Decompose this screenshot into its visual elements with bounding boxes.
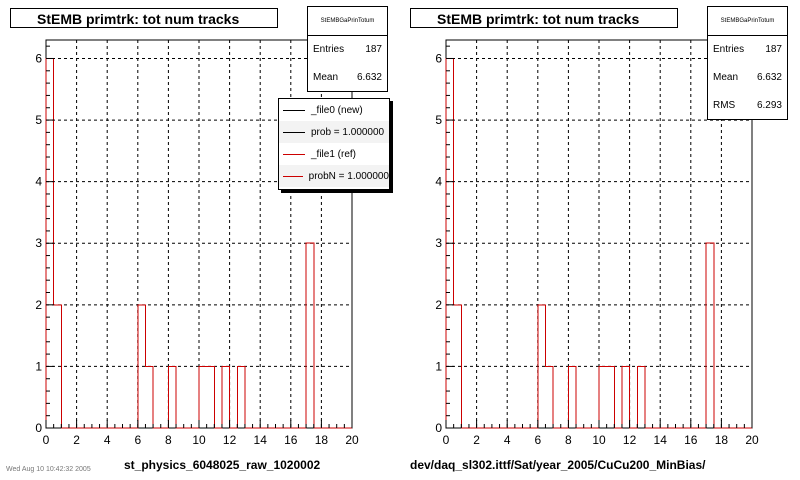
- x-tick-label: 10: [592, 433, 606, 447]
- x-tick-label: 12: [623, 433, 637, 447]
- histogram-bin: [168, 366, 176, 428]
- x-tick-label: 20: [745, 433, 759, 447]
- y-tick-label: 4: [35, 175, 42, 189]
- stats-box-left: StEMBGaPrinTotum Entries 187 Mean 6.632: [307, 6, 388, 92]
- stats-mean-value: 6.632: [756, 72, 782, 83]
- x-tick-label: 10: [192, 433, 206, 447]
- x-tick-label: 18: [315, 433, 329, 447]
- y-tick-label: 5: [435, 113, 442, 127]
- x-tick-label: 2: [73, 433, 80, 447]
- x-tick-label: 12: [223, 433, 237, 447]
- histogram-bin: [637, 366, 645, 428]
- stats-entries-label: Entries: [713, 44, 745, 55]
- y-tick-label: 3: [435, 236, 442, 250]
- stats-rms-label: RMS: [713, 100, 736, 111]
- legend-line-swatch: [283, 109, 305, 111]
- stats-entries-value: 187: [365, 44, 382, 55]
- y-tick-label: 0: [435, 421, 442, 435]
- histogram-bin: [599, 366, 607, 428]
- legend-entry: _file0 (new): [279, 99, 389, 121]
- histogram-bin: [199, 366, 207, 428]
- histogram-bin: [706, 243, 714, 428]
- histogram-bin: [145, 366, 153, 428]
- histogram-bin: [607, 366, 615, 428]
- legend-entry: prob = 1.000000: [279, 121, 389, 143]
- x-axis-title-left: st_physics_6048025_raw_1020002: [124, 458, 321, 472]
- stats-mean-row: Mean 6.632: [708, 64, 787, 92]
- stats-mean-value: 6.632: [356, 72, 382, 83]
- x-axis-title-right: dev/daq_sl302.ittf/Sat/year_2005/CuCu200…: [410, 458, 706, 472]
- y-tick-label: 1: [435, 359, 442, 373]
- stats-mean-label: Mean: [313, 72, 339, 83]
- histogram-bin: [199, 366, 207, 428]
- histogram-bin: [237, 366, 245, 428]
- stats-rms-value: 6.293: [756, 100, 782, 111]
- x-tick-label: 6: [134, 433, 141, 447]
- legend-entry: _file1 (ref): [279, 143, 389, 165]
- timestamp-footnote: Wed Aug 10 10:42:32 2005: [6, 466, 91, 473]
- plot-title-left: StEMB primtrk: tot num tracks: [10, 8, 278, 28]
- y-tick-label: 5: [35, 113, 42, 127]
- stats-mean-label: Mean: [713, 72, 739, 83]
- y-tick-label: 0: [35, 421, 42, 435]
- legend-entry-label: _file1 (ref): [311, 148, 357, 160]
- legend-line-swatch: [283, 153, 305, 155]
- x-tick-label: 16: [684, 433, 698, 447]
- stats-entries-value: 187: [765, 44, 782, 55]
- legend-entry: probN = 1.000000: [279, 165, 389, 187]
- legend-line-swatch: [283, 131, 305, 133]
- y-tick-label: 6: [435, 51, 442, 65]
- histogram-bin: [237, 366, 245, 428]
- y-tick-label: 2: [35, 298, 42, 312]
- y-tick-label: 2: [435, 298, 442, 312]
- x-tick-label: 14: [654, 433, 668, 447]
- histogram-bin: [568, 366, 576, 428]
- x-tick-label: 6: [534, 433, 541, 447]
- histogram-bin: [306, 243, 314, 428]
- histogram-bin: [168, 366, 176, 428]
- x-tick-label: 8: [165, 433, 172, 447]
- stats-name: StEMBGaPrinTotum: [308, 7, 387, 36]
- plot-title-right: StEMB primtrk: tot num tracks: [410, 8, 678, 28]
- x-tick-label: 20: [345, 433, 359, 447]
- y-tick-label: 6: [35, 51, 42, 65]
- histogram-bin: [222, 366, 230, 428]
- legend-entry-label: _file0 (new): [311, 104, 363, 116]
- legend-entry-label: prob = 1.000000: [311, 126, 385, 138]
- y-tick-label: 3: [35, 236, 42, 250]
- x-tick-label: 0: [443, 433, 450, 447]
- histogram-bin: [207, 366, 215, 428]
- histogram-bin: [306, 243, 314, 428]
- x-tick-label: 4: [504, 433, 511, 447]
- histogram-bin: [545, 366, 553, 428]
- x-tick-label: 8: [565, 433, 572, 447]
- stats-box-right: StEMBGaPrinTotum Entries 187 Mean 6.632 …: [707, 6, 788, 120]
- x-tick-label: 4: [104, 433, 111, 447]
- x-tick-label: 14: [254, 433, 268, 447]
- stats-rms-row: RMS 6.293: [708, 92, 787, 119]
- legend-line-swatch: [283, 175, 303, 177]
- stats-name: StEMBGaPrinTotum: [708, 7, 787, 36]
- stats-entries-label: Entries: [313, 44, 345, 55]
- y-tick-label: 1: [35, 359, 42, 373]
- stats-entries-row: Entries 187: [708, 36, 787, 64]
- legend-box: _file0 (new) prob = 1.000000 _file1 (ref…: [278, 98, 390, 190]
- x-tick-label: 18: [715, 433, 729, 447]
- y-tick-label: 4: [435, 175, 442, 189]
- x-tick-label: 2: [473, 433, 480, 447]
- stats-mean-row: Mean 6.632: [308, 64, 387, 91]
- histogram-bin: [622, 366, 630, 428]
- stats-entries-row: Entries 187: [308, 36, 387, 64]
- legend-entry-label: probN = 1.000000: [308, 170, 389, 182]
- histogram-bin: [222, 366, 230, 428]
- x-tick-label: 16: [284, 433, 298, 447]
- x-tick-label: 0: [43, 433, 50, 447]
- histogram-bin: [207, 366, 215, 428]
- histogram-bin: [145, 366, 153, 428]
